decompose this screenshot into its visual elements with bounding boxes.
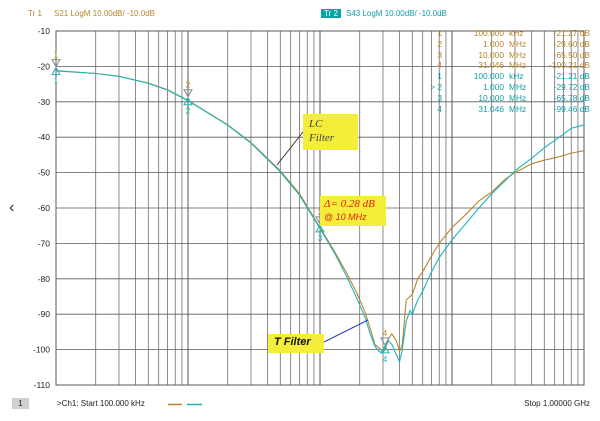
grid	[55, 30, 585, 386]
traces	[55, 70, 585, 364]
t-filter-annotation: T Filter	[268, 334, 324, 353]
delta-frequency-text: @ 10 MHz	[324, 212, 367, 222]
marker-1-trace-2[interactable]	[51, 66, 61, 76]
marker-index: 3	[437, 49, 442, 60]
marker-value: -21.27 dB	[553, 28, 590, 38]
marker-unit: MHz	[509, 103, 527, 114]
marker-frequency: 31.046	[478, 103, 504, 114]
y-tick-label: -110	[34, 380, 51, 390]
marker-readout-table: 1 100.000 kHz -21.27 dB 2 1.000 MHz -29.60 dB 3 1…	[424, 28, 590, 114]
marker-value: -21.21 dB	[553, 71, 590, 82]
marker-value: -100.21 dB	[549, 60, 590, 71]
marker-index: 1	[437, 28, 442, 38]
marker-value: -29.60 dB	[553, 38, 590, 49]
marker-frequency: 31.046	[478, 60, 504, 71]
trace-2-label: S43 LogM 10.00dB/ -10.0dB	[346, 9, 447, 18]
trace-1-line	[55, 70, 585, 354]
lc-annotation-line-2: Filter	[309, 132, 335, 144]
marker-frequency: 1.000	[483, 81, 504, 92]
marker-value: -99.46 dB	[553, 103, 590, 114]
marker-frequency: 10.000	[478, 49, 504, 60]
trace-legend-swatches	[168, 403, 202, 406]
marker-row-tr1-3: 3 10.000 MHz -65.50 dB	[424, 50, 590, 61]
marker-4-label-top: 4	[383, 329, 388, 338]
lc-annotation-line-1: LC	[309, 118, 323, 130]
t-filter-pointer	[321, 319, 369, 344]
channel-number[interactable]: 1	[12, 398, 29, 409]
marker-frequency: 100.000	[473, 71, 504, 82]
marker-unit: MHz	[509, 81, 527, 92]
marker-row-tr1-4: 4 31.046 MHz -100.21 dB	[424, 60, 590, 71]
marker-1-trace-1[interactable]	[51, 59, 61, 68]
lc-filter-annotation: LC Filter	[303, 114, 358, 150]
marker-index: 2	[437, 38, 442, 49]
y-tick-label: -20	[38, 61, 51, 71]
marker-row-tr1-1: 1 100.000 kHz -21.27 dB	[424, 28, 590, 39]
trace-2-line	[55, 70, 585, 364]
delta-value-text: Δ= 0.28 dB	[324, 198, 375, 210]
t-filter-label: T Filter	[274, 336, 311, 348]
y-axis-ticks: -10 -20 -30 -40 -50 -60 -70 -80 -90 -100 -110	[33, 26, 50, 390]
marker-row-tr2-2: > 2 1.000 MHz -29.72 dB	[424, 82, 590, 93]
marker-1-label-bottom: 1	[54, 77, 59, 86]
marker-unit: kHz	[509, 28, 524, 38]
start-frequency: >Ch1: Start 100.000 kHz	[57, 399, 145, 408]
y-tick-label: -70	[38, 238, 51, 248]
trace-1-badge[interactable]: Tr 1	[28, 9, 42, 18]
y-tick-label: -80	[38, 274, 51, 284]
marker-unit: MHz	[509, 38, 527, 49]
marker-2-label-top: 2	[186, 81, 191, 90]
y-tick-label: -10	[38, 26, 51, 36]
marker-index: 4	[437, 60, 442, 71]
delta-annotation: Δ= 0.28 dB @ 10 MHz	[320, 196, 386, 226]
marker-frequency: 1.000	[483, 38, 504, 49]
marker-index: 4	[437, 103, 442, 114]
marker-row-tr2-3: 3 10.000 MHz -65.78 dB	[424, 93, 590, 104]
y-tick-label: -60	[38, 203, 51, 213]
marker-value: -29.72 dB	[553, 81, 590, 92]
y-tick-label: -100	[33, 345, 50, 355]
trace-1-label: S21 LogM 10.00dB/ -10.0dB	[54, 9, 155, 18]
marker-3-label-bottom: 3	[318, 234, 323, 243]
marker-4-trace-2[interactable]	[380, 344, 390, 354]
marker-row-tr2-4: 4 31.046 MHz -99.46 dB	[424, 104, 590, 115]
y-tick-label: -30	[38, 97, 51, 107]
trace-2-badge[interactable]: Tr 2	[321, 9, 341, 18]
stop-frequency: Stop 1.00000 GHz	[524, 399, 590, 408]
marker-unit: MHz	[509, 60, 527, 71]
lc-filter-pointer	[276, 131, 304, 166]
marker-frequency: 100.000	[473, 28, 504, 38]
marker-2-label-bottom: 2	[186, 107, 191, 116]
y-tick-label: -40	[38, 132, 51, 142]
marker-unit: MHz	[509, 49, 527, 60]
marker-row-tr1-2: 2 1.000 MHz -29.60 dB	[424, 39, 590, 50]
marker-4-trace-1[interactable]	[380, 337, 390, 346]
marker-4-label-bottom: 4	[383, 355, 388, 364]
marker-row-tr2-1: 1 100.000 kHz -21.21 dB	[424, 71, 590, 82]
marker-frequency: 10.000	[478, 92, 504, 103]
marker-index: 1	[437, 71, 442, 82]
marker-3-trace-2[interactable]	[315, 223, 325, 233]
y-tick-label: -50	[38, 168, 51, 178]
marker-unit: MHz	[509, 92, 527, 103]
marker-index: 3	[437, 92, 442, 103]
marker-2-trace-2[interactable]	[183, 96, 193, 106]
marker-value: -65.78 dB	[553, 92, 590, 103]
marker-unit: kHz	[509, 71, 524, 82]
marker-2-trace-1[interactable]	[183, 89, 193, 98]
y-tick-label: -90	[38, 309, 51, 319]
marker-index: > 2	[430, 81, 442, 92]
marker-1-label-top: 1	[54, 51, 59, 60]
status-bar: 1 >Ch1: Start 100.000 kHz Stop 1.00000 G…	[0, 395, 600, 413]
marker-value: -65.50 dB	[553, 49, 590, 60]
chevron-left-icon[interactable]: ‹	[9, 199, 15, 216]
